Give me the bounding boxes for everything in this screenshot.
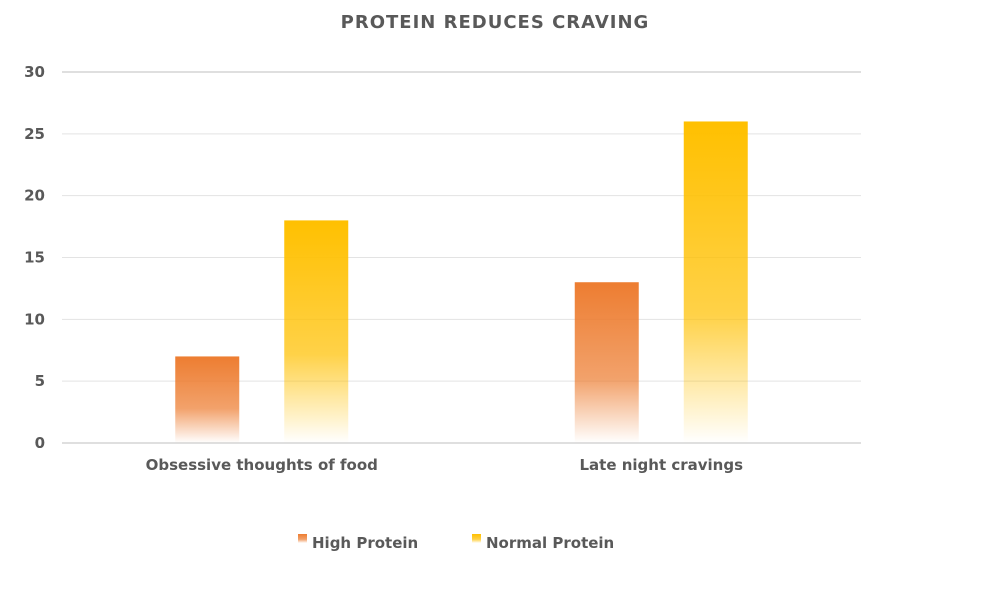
x-category-label: Late night cravings: [579, 456, 743, 474]
bars: [175, 121, 748, 443]
bar-high-protein: [574, 282, 639, 443]
x-category-label: Obsessive thoughts of food: [146, 456, 378, 474]
legend-item: High Protein: [298, 534, 418, 552]
legend-swatch: [298, 534, 307, 543]
bar-high-protein: [175, 356, 240, 443]
y-axis-ticks: 0 5 10 15 20 25 30: [24, 63, 45, 452]
chart-title: PROTEIN REDUCES CRAVING: [341, 12, 650, 33]
x-axis-categories: Obsessive thoughts of food Late night cra…: [146, 456, 743, 474]
legend-label: High Protein: [312, 534, 418, 552]
legend-label: Normal Protein: [486, 534, 614, 552]
y-tick-label: 10: [24, 310, 45, 328]
legend-item: Normal Protein: [472, 534, 614, 552]
bar-normal-protein: [683, 121, 748, 443]
bar-normal-protein: [284, 220, 349, 443]
y-tick-label: 30: [24, 63, 45, 81]
legend-swatch: [472, 534, 481, 543]
y-tick-label: 20: [24, 187, 45, 205]
y-tick-label: 0: [35, 434, 45, 452]
y-tick-label: 25: [24, 125, 45, 143]
legend: High Protein Normal Protein: [298, 534, 614, 552]
y-tick-label: 15: [24, 249, 45, 267]
y-tick-label: 5: [35, 372, 45, 390]
